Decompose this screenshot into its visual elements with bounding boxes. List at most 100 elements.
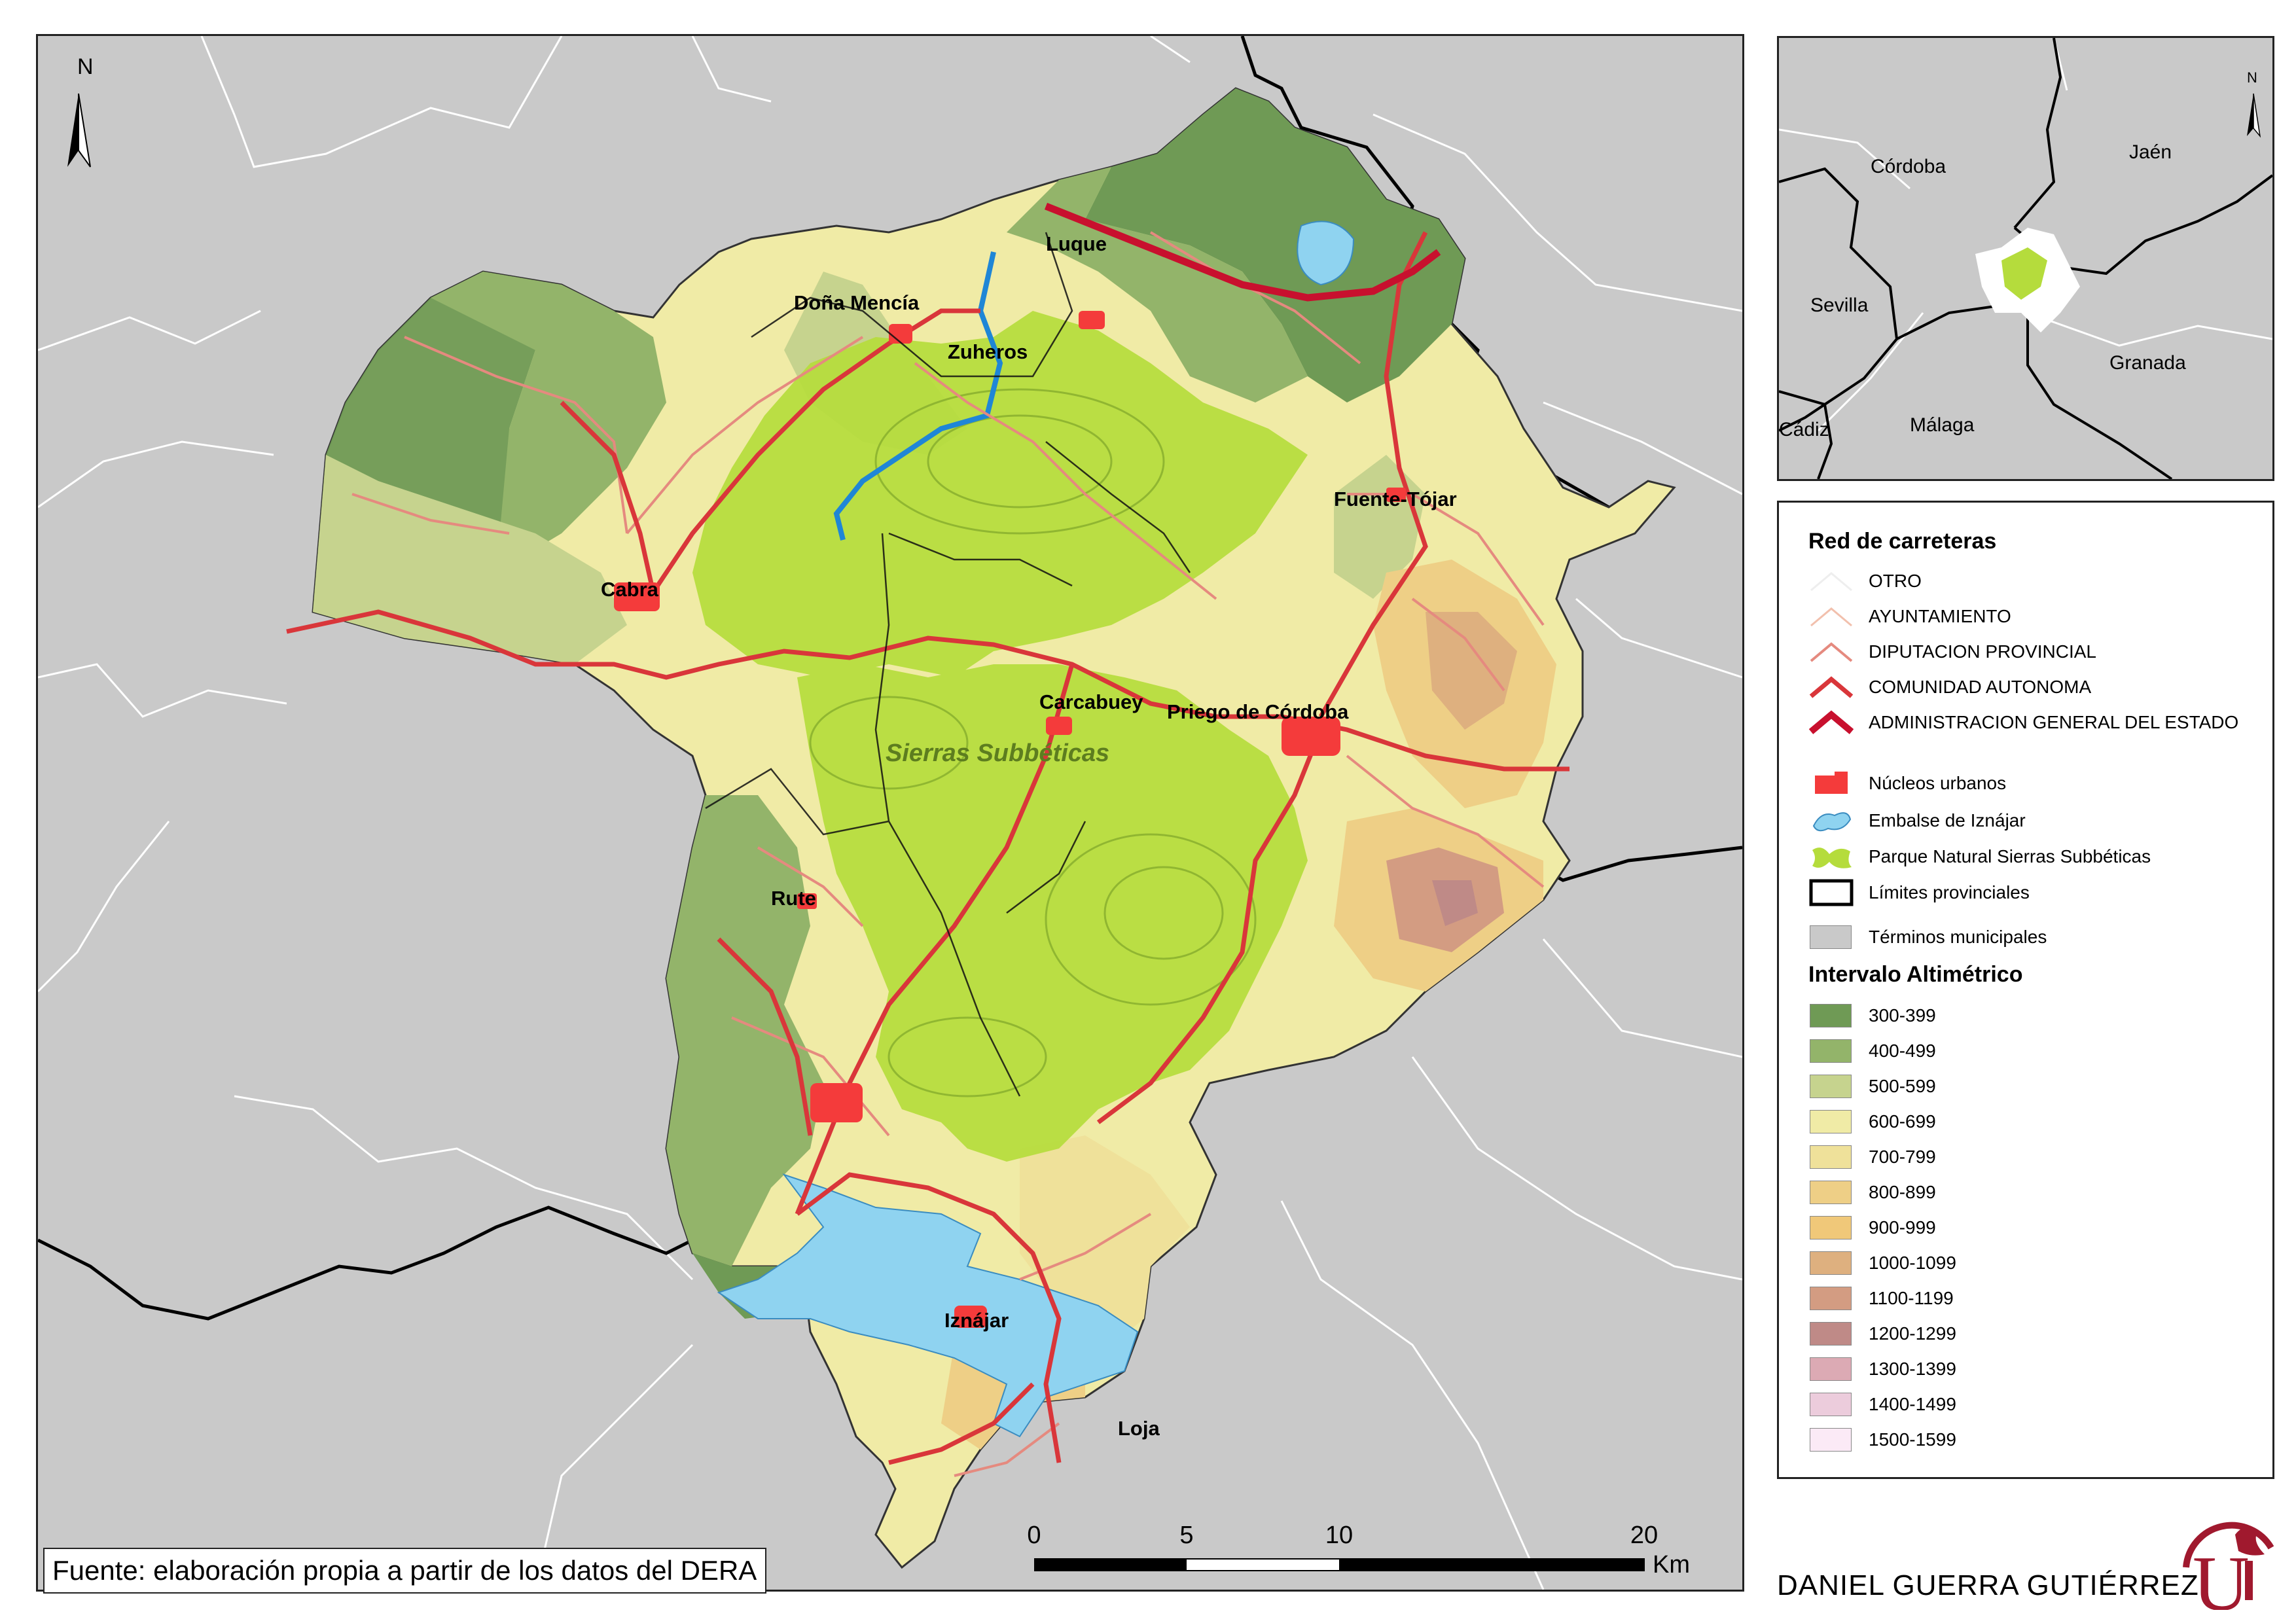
altitude-legend-title: Intervalo Altimétrico <box>1808 962 2023 987</box>
inset-label-sevilla: Sevilla <box>1810 294 1869 316</box>
roads-legend-title: Red de carreteras <box>1808 529 1997 554</box>
legend-reservoir-label: Embalse de Iznájar <box>1869 810 2026 830</box>
inset-label-jaen: Jaén <box>2129 141 2172 163</box>
place-label-iznajar: Iznájar <box>944 1309 1009 1332</box>
legend-provincial-limits-label: Límites provinciales <box>1869 882 2030 902</box>
source-note: Fuente: elaboración propia a partir de l… <box>43 1548 766 1594</box>
municipal-boundaries <box>38 36 1742 1590</box>
scale-bar: 0 5 10 20 Km <box>1027 1522 1690 1580</box>
north-label: N <box>77 54 94 79</box>
legend-urban-label: Núcleos urbanos <box>1869 773 2007 793</box>
place-label-zuheros: Zuheros <box>948 340 1028 363</box>
altitude-class-label: 300-399 <box>1869 1005 1936 1026</box>
altitude-swatch <box>1810 1181 1852 1204</box>
altitude-class-label: 1100-1199 <box>1869 1288 1954 1308</box>
altitude-class-row: 1500-1599 <box>1808 1424 1956 1455</box>
state-road <box>1044 202 1441 302</box>
legend-road-otro-label: OTRO <box>1869 571 1922 591</box>
inset-park <box>2001 247 2047 300</box>
altitude-swatch <box>1810 1075 1852 1098</box>
altitude-class-row: 600-699 <box>1808 1106 1936 1137</box>
altitude-class-label: 1300-1399 <box>1869 1359 1956 1379</box>
altitude-class-label: 1200-1299 <box>1869 1323 1956 1344</box>
inset-label-cadiz: Cádiz <box>1779 419 1829 440</box>
inset-north-arrow <box>2247 93 2261 138</box>
place-label-dona-mencia: Doña Mencía <box>794 291 920 314</box>
author-name: DANIEL GUERRA GUTIÉRREZ <box>1777 1569 2199 1601</box>
altitude-class-label: 900-999 <box>1869 1217 1936 1238</box>
altitude-class-row: 300-399 <box>1808 1000 1936 1031</box>
internal-boundaries <box>705 232 1191 1097</box>
altitude-class-row: 900-999 <box>1808 1212 1936 1243</box>
scale-tick-20: 20 <box>1630 1522 1659 1549</box>
altitude-swatch <box>1810 1110 1852 1133</box>
inset-map: N Córdoba Jaén Sevilla Granada Cádiz Mál… <box>1777 36 2274 481</box>
altitude-class-label: 500-599 <box>1869 1076 1936 1096</box>
altitude-class-label: 700-799 <box>1869 1147 1936 1167</box>
legend-road-otro: OTRO <box>1808 565 1922 597</box>
legend: Red de carreteras OTRO AYUNTAMIENTO DIPU… <box>1777 501 2274 1479</box>
altitude-class-row: 1000-1099 <box>1808 1247 1956 1279</box>
park-label: Sierras Subbéticas <box>886 740 1110 767</box>
inset-label-granada: Granada <box>2109 352 2186 374</box>
altitude-class-row: 1300-1399 <box>1808 1353 1956 1385</box>
legend-road-autonomica-label: COMUNIDAD AUTONOMA <box>1869 677 2092 697</box>
legend-road-autonomica: COMUNIDAD AUTONOMA <box>1808 671 2091 703</box>
place-label-fuente-tojar: Fuente-Tójar <box>1334 488 1457 510</box>
scale-unit: Km <box>1653 1551 1690 1578</box>
altitude-class-row: 1200-1299 <box>1808 1318 1956 1349</box>
altitude-swatch <box>1810 1357 1852 1381</box>
altitude-class-label: 1400-1499 <box>1869 1394 1956 1414</box>
legend-road-ayuntamiento-label: AYUNTAMIENTO <box>1869 606 2011 626</box>
altitude-swatch <box>1810 1145 1852 1169</box>
legend-road-estado: ADMINISTRACION GENERAL DEL ESTADO <box>1808 707 2238 738</box>
university-seal-icon: U <box>2183 1522 2274 1610</box>
altitude-swatch <box>1810 1004 1852 1027</box>
legend-provincial-limits: Límites provinciales <box>1808 877 2030 908</box>
luque-reservoir <box>1297 221 1355 286</box>
inset-canvas <box>1779 38 2272 479</box>
legend-urban: Núcleos urbanos <box>1808 768 2006 799</box>
inset-label-malaga: Málaga <box>1910 414 1975 436</box>
scale-tick-10: 10 <box>1325 1522 1354 1549</box>
place-label-loja: Loja <box>1118 1417 1160 1440</box>
altitude-swatch <box>1810 1322 1852 1346</box>
place-label-luque: Luque <box>1046 232 1107 255</box>
inset-north-label: N <box>2247 69 2257 86</box>
place-label-rute: Rute <box>771 887 816 910</box>
legend-reservoir: Embalse de Iznájar <box>1808 805 2026 836</box>
altitude-class-label: 1000-1099 <box>1869 1253 1956 1273</box>
urban-nuclei <box>614 311 1406 1328</box>
altitude-class-label: 600-699 <box>1869 1111 1936 1132</box>
inset-label-cordoba: Córdoba <box>1871 156 1946 177</box>
provincial-roads <box>351 231 1545 1477</box>
regional-roads <box>286 231 1570 1465</box>
park-relief <box>809 388 1257 1097</box>
place-label-carcabuey: Carcabuey <box>1039 690 1143 713</box>
main-map-canvas <box>38 36 1742 1590</box>
main-map: N Sierras Subbéticas Luque Doña Mencía Z… <box>36 34 1744 1592</box>
altitude-class-label: 800-899 <box>1869 1182 1936 1202</box>
altitude-class-row: 400-499 <box>1808 1035 1936 1067</box>
altitude-class-label: 400-499 <box>1869 1041 1936 1061</box>
altitude-swatch <box>1810 1216 1852 1240</box>
altitude-swatch <box>1810 1251 1852 1275</box>
scale-tick-0: 0 <box>1027 1522 1041 1549</box>
scale-bar-graphic <box>1034 1558 1645 1571</box>
north-arrow <box>67 93 91 168</box>
legend-park: Parque Natural Sierras Subbéticas <box>1808 841 2151 872</box>
legend-road-estado-label: ADMINISTRACION GENERAL DEL ESTADO <box>1869 712 2239 732</box>
legend-park-label: Parque Natural Sierras Subbéticas <box>1869 846 2151 866</box>
altitude-swatch <box>1810 1039 1852 1063</box>
altitude-class-row: 800-899 <box>1808 1177 1936 1208</box>
legend-municipal-terms: Términos municipales <box>1808 921 2047 953</box>
altitude-class-row: 1100-1199 <box>1808 1283 1954 1314</box>
place-label-priego: Priego de Córdoba <box>1167 700 1349 723</box>
altitude-swatch <box>1810 1428 1852 1452</box>
altitude-class-row: 1400-1499 <box>1808 1389 1956 1420</box>
iznajar-reservoir <box>717 1173 1139 1438</box>
river <box>833 251 1003 541</box>
legend-road-diputacion: DIPUTACION PROVINCIAL <box>1808 636 2096 668</box>
legend-municipal-terms-label: Términos municipales <box>1869 927 2047 947</box>
place-label-cabra: Cabra <box>601 578 658 601</box>
